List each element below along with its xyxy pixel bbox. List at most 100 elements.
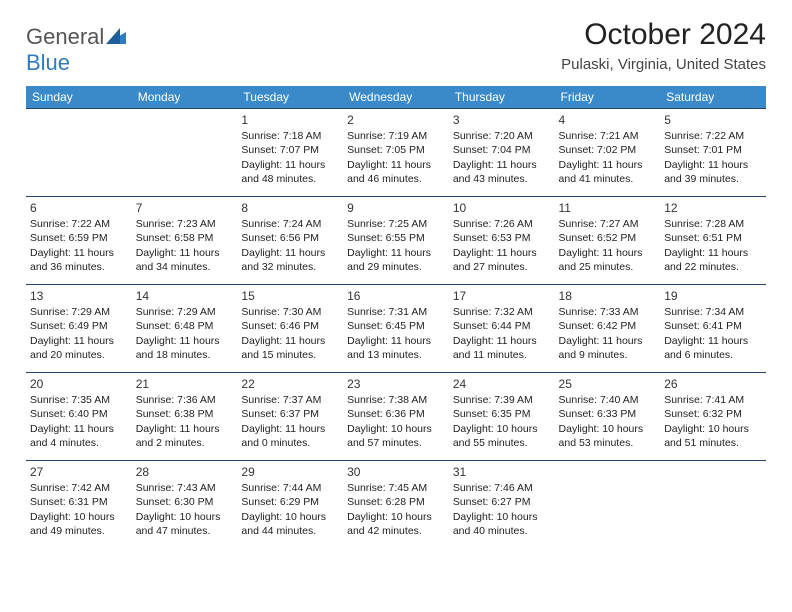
sunset-text: Sunset: 6:44 PM bbox=[453, 319, 551, 333]
sunrise-text: Sunrise: 7:21 AM bbox=[559, 129, 657, 143]
sunrise-text: Sunrise: 7:41 AM bbox=[664, 393, 762, 407]
daylight-text: and 49 minutes. bbox=[30, 524, 128, 538]
table-row: 13Sunrise: 7:29 AMSunset: 6:49 PMDayligh… bbox=[26, 285, 766, 373]
day-number: 4 bbox=[559, 112, 657, 128]
day-header: Thursday bbox=[449, 86, 555, 109]
calendar-cell bbox=[132, 109, 238, 197]
daylight-text: Daylight: 10 hours bbox=[136, 510, 234, 524]
day-number: 21 bbox=[136, 376, 234, 392]
daylight-text: Daylight: 11 hours bbox=[30, 334, 128, 348]
sunrise-text: Sunrise: 7:28 AM bbox=[664, 217, 762, 231]
calendar-cell: 27Sunrise: 7:42 AMSunset: 6:31 PMDayligh… bbox=[26, 461, 132, 549]
sunrise-text: Sunrise: 7:33 AM bbox=[559, 305, 657, 319]
header: GeneralBlue October 2024 Pulaski, Virgin… bbox=[26, 18, 766, 76]
sunset-text: Sunset: 7:07 PM bbox=[241, 143, 339, 157]
daylight-text: Daylight: 11 hours bbox=[136, 246, 234, 260]
calendar-cell: 3Sunrise: 7:20 AMSunset: 7:04 PMDaylight… bbox=[449, 109, 555, 197]
daylight-text: Daylight: 11 hours bbox=[453, 158, 551, 172]
day-number: 29 bbox=[241, 464, 339, 480]
daylight-text: and 32 minutes. bbox=[241, 260, 339, 274]
logo-part2: Blue bbox=[26, 50, 70, 75]
day-number: 30 bbox=[347, 464, 445, 480]
daylight-text: Daylight: 11 hours bbox=[241, 334, 339, 348]
sunrise-text: Sunrise: 7:20 AM bbox=[453, 129, 551, 143]
sunset-text: Sunset: 6:51 PM bbox=[664, 231, 762, 245]
daylight-text: Daylight: 11 hours bbox=[347, 158, 445, 172]
day-number: 11 bbox=[559, 200, 657, 216]
day-number: 12 bbox=[664, 200, 762, 216]
sunrise-text: Sunrise: 7:39 AM bbox=[453, 393, 551, 407]
calendar-cell: 19Sunrise: 7:34 AMSunset: 6:41 PMDayligh… bbox=[660, 285, 766, 373]
daylight-text: and 22 minutes. bbox=[664, 260, 762, 274]
daylight-text: Daylight: 11 hours bbox=[559, 334, 657, 348]
daylight-text: Daylight: 11 hours bbox=[241, 158, 339, 172]
daylight-text: and 11 minutes. bbox=[453, 348, 551, 362]
sunrise-text: Sunrise: 7:29 AM bbox=[136, 305, 234, 319]
daylight-text: and 0 minutes. bbox=[241, 436, 339, 450]
sunrise-text: Sunrise: 7:22 AM bbox=[664, 129, 762, 143]
day-header: Saturday bbox=[660, 86, 766, 109]
sunset-text: Sunset: 6:45 PM bbox=[347, 319, 445, 333]
day-number: 14 bbox=[136, 288, 234, 304]
daylight-text: Daylight: 11 hours bbox=[347, 334, 445, 348]
logo: GeneralBlue bbox=[26, 24, 126, 76]
sunrise-text: Sunrise: 7:25 AM bbox=[347, 217, 445, 231]
calendar-head: SundayMondayTuesdayWednesdayThursdayFrid… bbox=[26, 86, 766, 109]
daylight-text: and 15 minutes. bbox=[241, 348, 339, 362]
calendar-cell: 21Sunrise: 7:36 AMSunset: 6:38 PMDayligh… bbox=[132, 373, 238, 461]
calendar-cell: 1Sunrise: 7:18 AMSunset: 7:07 PMDaylight… bbox=[237, 109, 343, 197]
day-number: 3 bbox=[453, 112, 551, 128]
calendar-cell: 17Sunrise: 7:32 AMSunset: 6:44 PMDayligh… bbox=[449, 285, 555, 373]
calendar-cell: 30Sunrise: 7:45 AMSunset: 6:28 PMDayligh… bbox=[343, 461, 449, 549]
sunset-text: Sunset: 6:32 PM bbox=[664, 407, 762, 421]
calendar-cell: 12Sunrise: 7:28 AMSunset: 6:51 PMDayligh… bbox=[660, 197, 766, 285]
calendar-cell: 29Sunrise: 7:44 AMSunset: 6:29 PMDayligh… bbox=[237, 461, 343, 549]
calendar-cell: 11Sunrise: 7:27 AMSunset: 6:52 PMDayligh… bbox=[555, 197, 661, 285]
daylight-text: Daylight: 11 hours bbox=[664, 158, 762, 172]
daylight-text: Daylight: 10 hours bbox=[241, 510, 339, 524]
sunset-text: Sunset: 6:29 PM bbox=[241, 495, 339, 509]
calendar-cell bbox=[26, 109, 132, 197]
calendar-body: 1Sunrise: 7:18 AMSunset: 7:07 PMDaylight… bbox=[26, 109, 766, 549]
sunrise-text: Sunrise: 7:18 AM bbox=[241, 129, 339, 143]
day-header: Tuesday bbox=[237, 86, 343, 109]
sunset-text: Sunset: 6:56 PM bbox=[241, 231, 339, 245]
sunset-text: Sunset: 6:41 PM bbox=[664, 319, 762, 333]
sunset-text: Sunset: 6:28 PM bbox=[347, 495, 445, 509]
calendar-cell: 9Sunrise: 7:25 AMSunset: 6:55 PMDaylight… bbox=[343, 197, 449, 285]
day-number: 5 bbox=[664, 112, 762, 128]
calendar-cell: 5Sunrise: 7:22 AMSunset: 7:01 PMDaylight… bbox=[660, 109, 766, 197]
calendar-cell: 22Sunrise: 7:37 AMSunset: 6:37 PMDayligh… bbox=[237, 373, 343, 461]
daylight-text: and 41 minutes. bbox=[559, 172, 657, 186]
calendar-cell: 4Sunrise: 7:21 AMSunset: 7:02 PMDaylight… bbox=[555, 109, 661, 197]
day-number: 20 bbox=[30, 376, 128, 392]
daylight-text: Daylight: 11 hours bbox=[241, 422, 339, 436]
sunset-text: Sunset: 6:59 PM bbox=[30, 231, 128, 245]
daylight-text: and 44 minutes. bbox=[241, 524, 339, 538]
sunset-text: Sunset: 7:02 PM bbox=[559, 143, 657, 157]
sunrise-text: Sunrise: 7:40 AM bbox=[559, 393, 657, 407]
day-number: 6 bbox=[30, 200, 128, 216]
daylight-text: Daylight: 10 hours bbox=[559, 422, 657, 436]
sunrise-text: Sunrise: 7:45 AM bbox=[347, 481, 445, 495]
daylight-text: Daylight: 10 hours bbox=[664, 422, 762, 436]
daylight-text: Daylight: 11 hours bbox=[559, 246, 657, 260]
daylight-text: and 47 minutes. bbox=[136, 524, 234, 538]
sunrise-text: Sunrise: 7:46 AM bbox=[453, 481, 551, 495]
sunset-text: Sunset: 6:31 PM bbox=[30, 495, 128, 509]
day-number: 19 bbox=[664, 288, 762, 304]
daylight-text: Daylight: 10 hours bbox=[30, 510, 128, 524]
page-title: October 2024 bbox=[561, 18, 766, 52]
daylight-text: Daylight: 11 hours bbox=[136, 334, 234, 348]
sunset-text: Sunset: 6:40 PM bbox=[30, 407, 128, 421]
sunrise-text: Sunrise: 7:29 AM bbox=[30, 305, 128, 319]
daylight-text: and 40 minutes. bbox=[453, 524, 551, 538]
calendar-cell: 16Sunrise: 7:31 AMSunset: 6:45 PMDayligh… bbox=[343, 285, 449, 373]
calendar-cell: 8Sunrise: 7:24 AMSunset: 6:56 PMDaylight… bbox=[237, 197, 343, 285]
sunset-text: Sunset: 6:48 PM bbox=[136, 319, 234, 333]
sunset-text: Sunset: 6:37 PM bbox=[241, 407, 339, 421]
day-number: 24 bbox=[453, 376, 551, 392]
daylight-text: and 9 minutes. bbox=[559, 348, 657, 362]
daylight-text: and 46 minutes. bbox=[347, 172, 445, 186]
calendar-cell: 7Sunrise: 7:23 AMSunset: 6:58 PMDaylight… bbox=[132, 197, 238, 285]
